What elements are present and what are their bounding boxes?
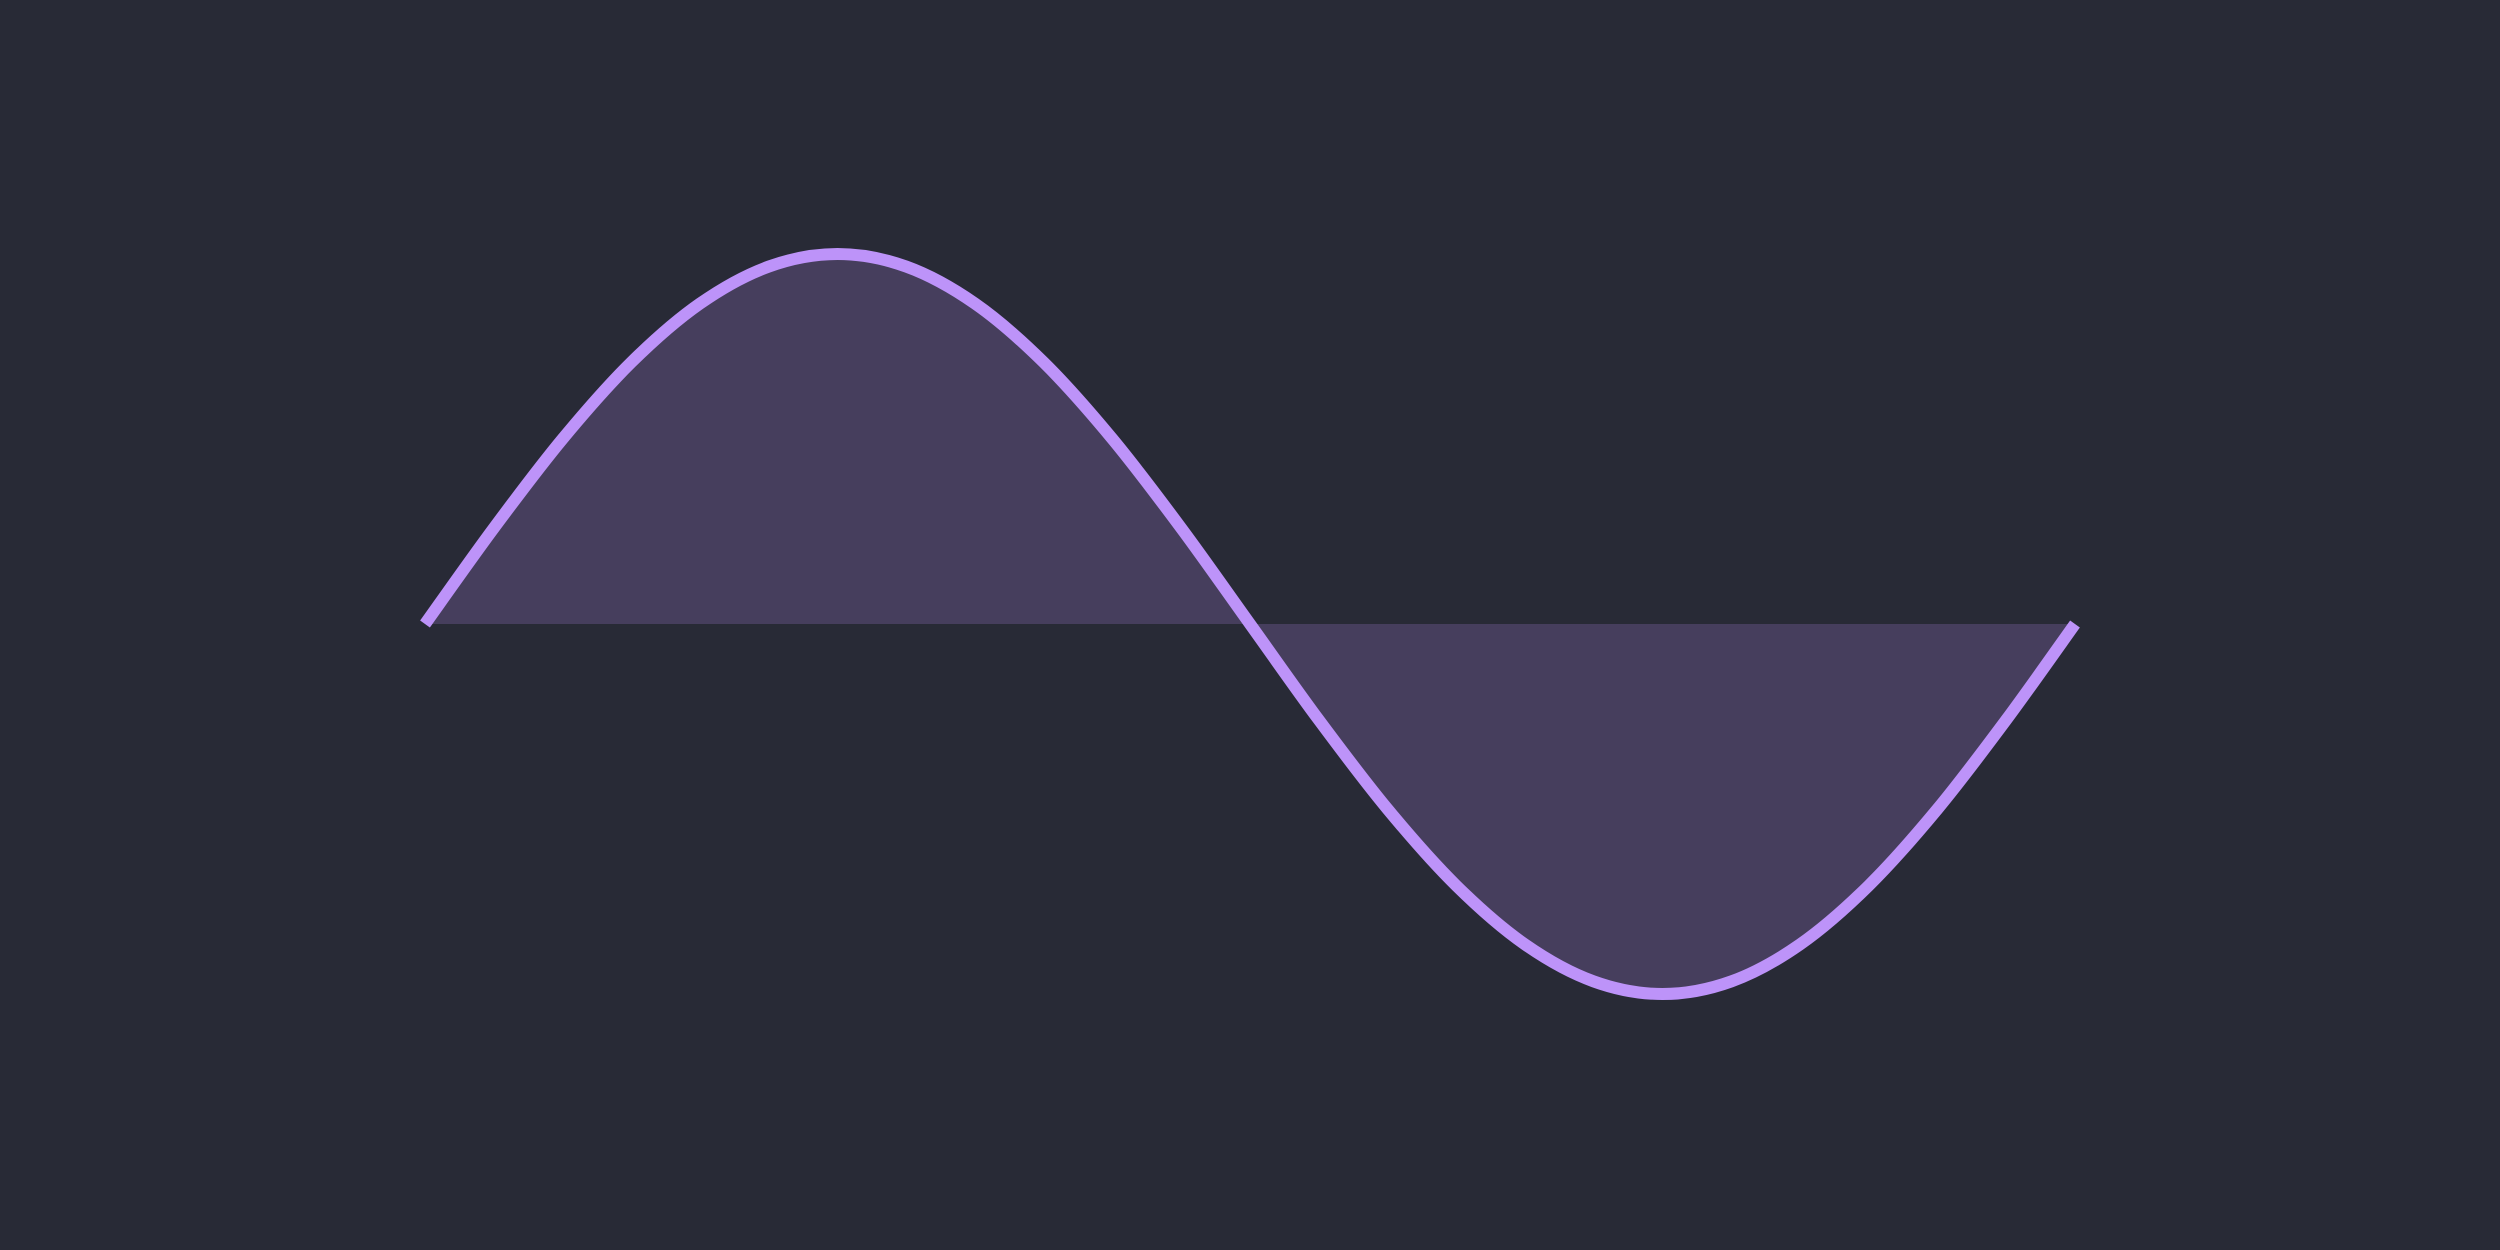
line-layer [420, 248, 2080, 1000]
series-line [420, 248, 2080, 1000]
